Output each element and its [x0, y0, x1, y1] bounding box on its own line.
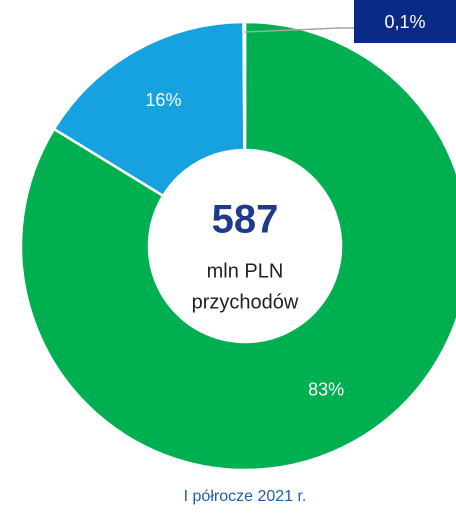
donut-segment — [242, 20, 247, 152]
center-label: mln PLN — [207, 260, 284, 282]
value-label: 16% — [145, 90, 181, 110]
leader-line — [244, 27, 356, 33]
center-label: przychodów — [192, 291, 299, 313]
caption: I półrocze 2021 r. — [184, 488, 307, 505]
donut-segment — [52, 20, 246, 198]
value-label: 83% — [308, 380, 344, 400]
label-box — [354, 0, 456, 43]
donut-segment — [19, 20, 456, 472]
value-label: 0,1% — [384, 12, 425, 32]
center-value: 587 — [212, 198, 279, 242]
